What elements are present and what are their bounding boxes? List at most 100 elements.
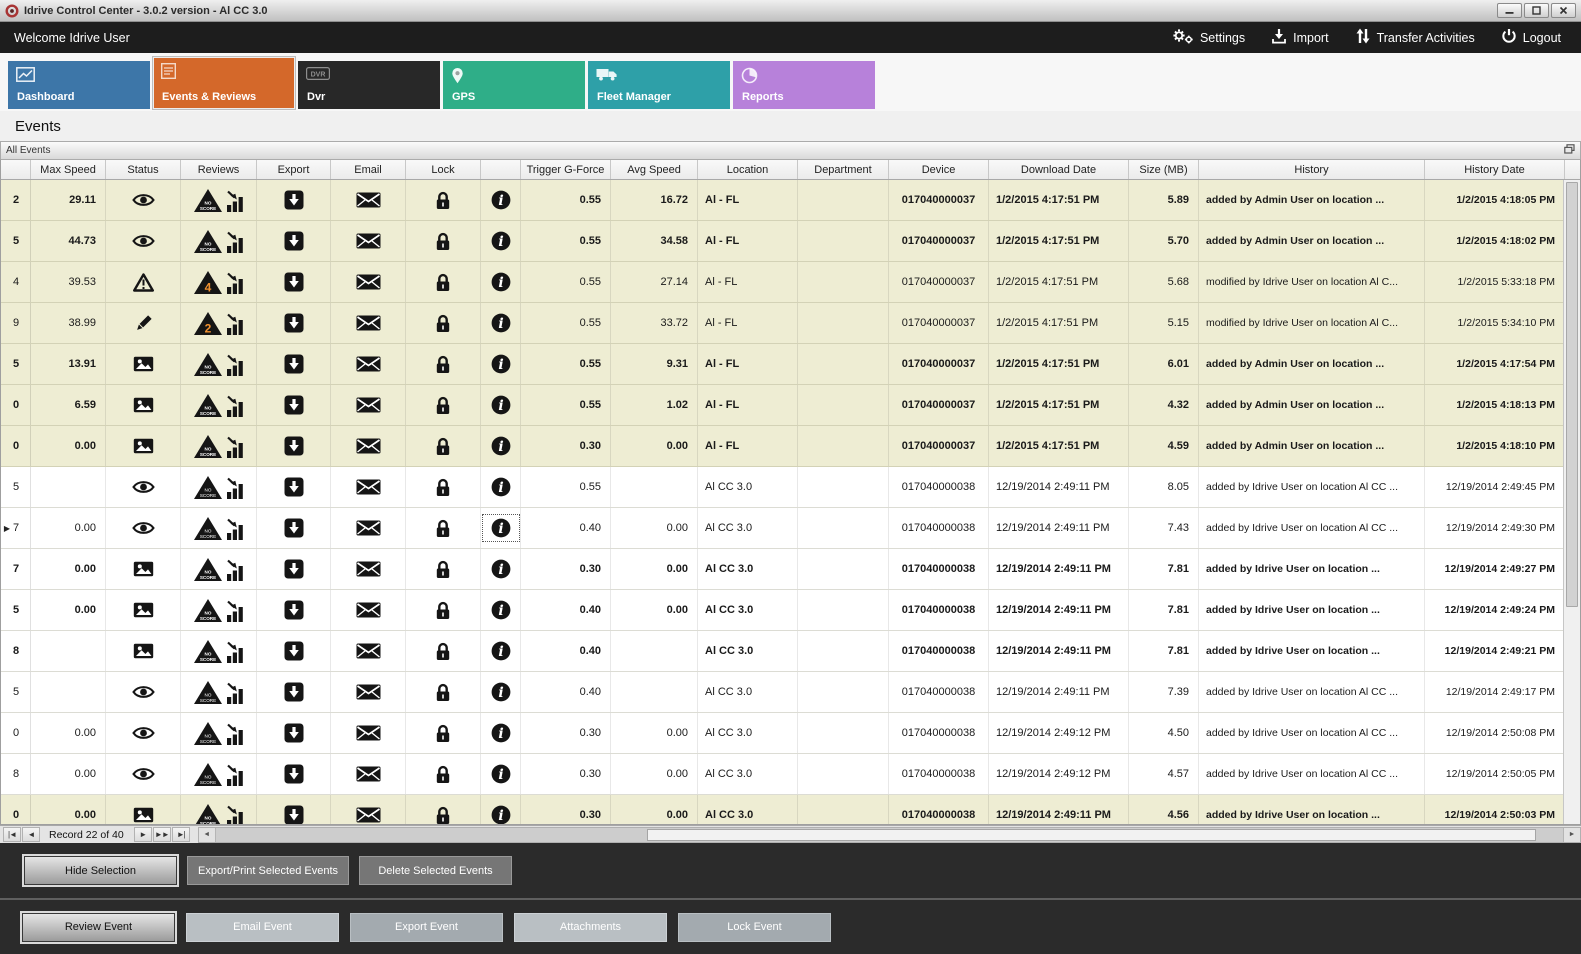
lock-icon[interactable] — [427, 680, 459, 705]
lock-icon[interactable] — [427, 188, 459, 213]
email-cell[interactable] — [331, 385, 406, 425]
table-row[interactable]: 5 NO SCORE i 0.40 Al CC 3.0 017040000038 12/19/… — [1, 672, 1563, 713]
email-icon[interactable] — [348, 599, 389, 621]
email-icon[interactable] — [348, 517, 389, 539]
lock-cell[interactable] — [406, 713, 481, 753]
info-icon[interactable]: i — [483, 187, 519, 213]
status-cell[interactable] — [106, 795, 181, 824]
table-row[interactable]: 0 0.00 NO SCORE i 0.30 0.00 Al CC 3.0 0170400000… — [1, 795, 1563, 824]
lock-icon[interactable] — [427, 516, 459, 541]
info-cell[interactable]: i — [481, 713, 521, 753]
info-cell[interactable]: i — [481, 221, 521, 261]
reviews-cell[interactable]: NO SCORE — [181, 508, 257, 548]
logout-button[interactable]: Logout — [1501, 28, 1561, 47]
export-icon[interactable] — [276, 351, 312, 377]
export-cell[interactable] — [257, 754, 331, 794]
email-icon[interactable] — [348, 353, 389, 375]
email-icon[interactable] — [348, 640, 389, 662]
column-header-download-date[interactable]: Download Date — [989, 160, 1129, 179]
hide-selection-button[interactable]: Hide Selection — [24, 856, 177, 885]
lock-event-button[interactable]: Lock Event — [678, 912, 831, 942]
tab-events-and-reviews[interactable]: Events & Reviews — [153, 57, 295, 109]
reviews-cell[interactable]: NO SCORE — [181, 385, 257, 425]
table-row[interactable]: 0 0.00 NO SCORE i 0.30 0.00 Al - FL 017040000037… — [1, 426, 1563, 467]
lock-cell[interactable] — [406, 631, 481, 671]
email-cell[interactable] — [331, 795, 406, 824]
table-row[interactable]: 5 0.00 NO SCORE i 0.40 0.00 Al CC 3.0 0170400000… — [1, 590, 1563, 631]
export-cell[interactable] — [257, 344, 331, 384]
lock-cell[interactable] — [406, 467, 481, 507]
column-header-size-mb[interactable]: Size (MB) — [1129, 160, 1199, 179]
email-cell[interactable] — [331, 631, 406, 671]
table-row[interactable]: 5 44.73 NO SCORE i 0.55 34.58 Al - FL 0170400000… — [1, 221, 1563, 262]
info-icon[interactable]: i — [483, 638, 519, 664]
table-row[interactable]: 5 NO SCORE i 0.55 Al CC 3.0 017040000038 12/19/… — [1, 467, 1563, 508]
lock-cell[interactable] — [406, 344, 481, 384]
lock-icon[interactable] — [427, 311, 459, 336]
export-icon[interactable] — [276, 187, 312, 213]
column-header-lock[interactable]: Lock — [406, 160, 481, 179]
table-row[interactable]: ▶ 7 0.00 NO SCORE i 0.40 0.00 Al CC 3.0 017040000… — [1, 508, 1563, 549]
reviews-cell[interactable]: NO SCORE — [181, 672, 257, 712]
status-cell[interactable] — [106, 385, 181, 425]
export-cell[interactable] — [257, 467, 331, 507]
status-cell[interactable] — [106, 262, 181, 302]
email-icon[interactable] — [348, 681, 389, 703]
export-icon[interactable] — [276, 269, 312, 295]
info-icon[interactable]: i — [483, 269, 519, 295]
minimize-button[interactable] — [1497, 3, 1522, 18]
column-header-blank[interactable] — [481, 160, 521, 179]
export-icon[interactable] — [276, 720, 312, 746]
export-cell[interactable] — [257, 508, 331, 548]
export-cell[interactable] — [257, 303, 331, 343]
lock-icon[interactable] — [427, 475, 459, 500]
export-cell[interactable] — [257, 713, 331, 753]
status-cell[interactable] — [106, 180, 181, 220]
column-header-trigger-g-force[interactable]: Trigger G-Force — [521, 160, 611, 179]
status-cell[interactable] — [106, 221, 181, 261]
reviews-cell[interactable]: NO SCORE — [181, 344, 257, 384]
tab-dashboard[interactable]: Dashboard — [8, 61, 150, 109]
column-header-reviews[interactable]: Reviews — [181, 160, 257, 179]
email-icon[interactable] — [348, 558, 389, 580]
email-icon[interactable] — [348, 722, 389, 744]
delete-selected-events-button[interactable]: Delete Selected Events — [359, 856, 513, 885]
lock-icon[interactable] — [427, 639, 459, 664]
info-cell[interactable]: i — [481, 672, 521, 712]
export-icon[interactable] — [276, 597, 312, 623]
first-record-button[interactable]: |◄ — [3, 827, 21, 842]
export-cell[interactable] — [257, 385, 331, 425]
column-header-max-speed[interactable]: Max Speed — [31, 160, 106, 179]
info-cell[interactable]: i — [481, 426, 521, 466]
status-cell[interactable] — [106, 344, 181, 384]
status-cell[interactable] — [106, 754, 181, 794]
info-icon[interactable]: i — [483, 433, 519, 459]
export-cell[interactable] — [257, 631, 331, 671]
status-cell[interactable] — [106, 672, 181, 712]
transfer-activities-button[interactable]: Transfer Activities — [1355, 28, 1475, 47]
reviews-cell[interactable]: NO SCORE — [181, 713, 257, 753]
table-row[interactable]: 0 0.00 NO SCORE i 0.30 0.00 Al CC 3.0 0170400000… — [1, 713, 1563, 754]
lock-icon[interactable] — [427, 762, 459, 787]
review-event-button[interactable]: Review Event — [22, 912, 175, 942]
info-cell[interactable]: i — [481, 508, 521, 548]
email-event-button[interactable]: Email Event — [186, 912, 339, 942]
info-icon[interactable]: i — [483, 720, 519, 746]
vertical-scrollbar[interactable] — [1563, 180, 1580, 824]
email-icon[interactable] — [348, 271, 389, 293]
info-cell[interactable]: i — [481, 549, 521, 589]
vertical-scrollbar-thumb[interactable] — [1566, 182, 1578, 608]
info-cell[interactable]: i — [481, 631, 521, 671]
horizontal-scrollbar-thumb[interactable] — [646, 828, 1537, 841]
info-cell[interactable]: i — [481, 754, 521, 794]
email-icon[interactable] — [348, 394, 389, 416]
info-icon[interactable]: i — [483, 802, 519, 824]
status-cell[interactable] — [106, 467, 181, 507]
email-cell[interactable] — [331, 508, 406, 548]
table-row[interactable]: 7 0.00 NO SCORE i 0.30 0.00 Al CC 3.0 0170400000… — [1, 549, 1563, 590]
status-cell[interactable] — [106, 303, 181, 343]
info-icon[interactable]: i — [481, 514, 520, 542]
export-cell[interactable] — [257, 221, 331, 261]
next-page-button[interactable]: ►► — [152, 827, 171, 842]
reviews-cell[interactable]: 2 — [181, 303, 257, 343]
